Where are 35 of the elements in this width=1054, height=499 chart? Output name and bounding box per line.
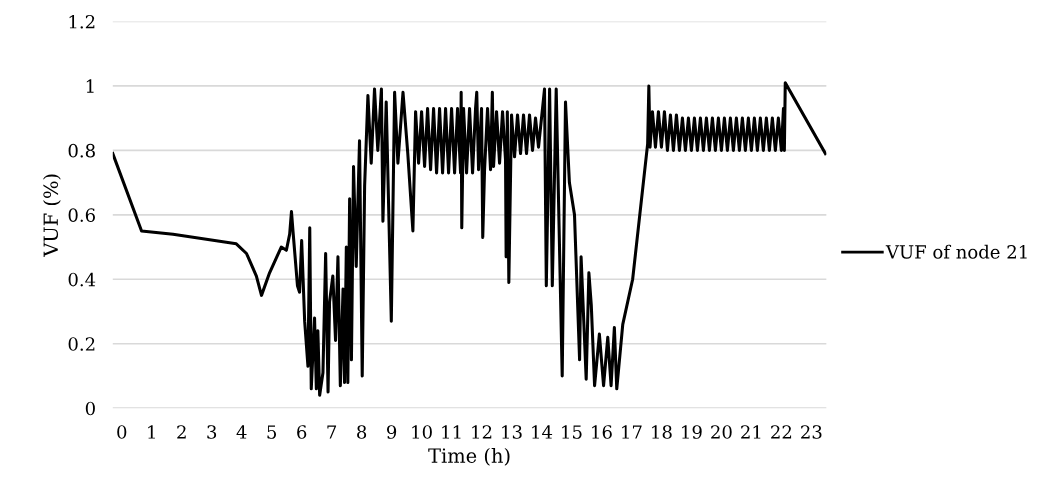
legend-label: VUF of node 21: [885, 244, 1027, 259]
x-tick-label: 20: [711, 425, 732, 439]
x-tick-label: 7: [327, 425, 337, 439]
x-tick-label: 8: [357, 425, 367, 439]
x-tick-label: 17: [622, 425, 642, 439]
x-tick-label: 9: [387, 425, 397, 439]
x-tick-label: 21: [741, 425, 761, 439]
y-tick-label: 1.2: [69, 14, 95, 29]
y-tick-label: 0.2: [68, 337, 95, 351]
x-tick-label: 14: [532, 425, 553, 439]
y-tick-label: 0.6: [68, 208, 95, 222]
x-tick-label: 19: [682, 425, 702, 439]
x-tick-label: 6: [297, 425, 307, 439]
line-series: [112, 81, 827, 397]
x-tick-label: 5: [267, 425, 277, 439]
x-axis-title: Time (h): [428, 447, 510, 466]
x-tick-label: 0: [117, 425, 127, 439]
x-tick-label: 3: [207, 425, 217, 439]
x-tick-label: 15: [562, 425, 582, 439]
y-tick-label: 0: [85, 401, 95, 416]
x-tick-label: 1: [148, 425, 155, 439]
x-tick-label: 2: [177, 425, 186, 439]
x-tick-label: 11: [442, 425, 461, 439]
x-tick-label: 16: [592, 425, 612, 439]
x-tick-label: 23: [801, 425, 822, 439]
x-tick-label: 18: [652, 425, 672, 439]
y-axis-title: VUF (%): [43, 174, 61, 257]
x-tick-label: 12: [472, 425, 492, 439]
y-tick-label: 1: [86, 79, 94, 93]
y-tick-label: 0.4: [68, 272, 96, 287]
x-tick-label: 13: [502, 425, 522, 439]
x-tick-label: 22: [771, 425, 792, 439]
y-tick-label: 0.8: [68, 143, 95, 158]
x-tick-label: 10: [412, 425, 432, 439]
x-tick-label: 4: [236, 425, 247, 439]
